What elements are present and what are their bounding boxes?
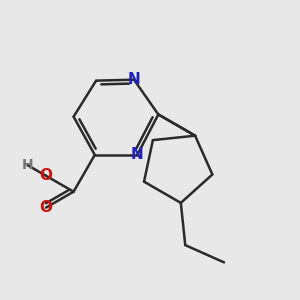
Text: N: N [128,72,140,87]
Text: O: O [40,200,52,215]
Text: O: O [40,168,52,183]
Text: H: H [22,158,33,172]
Text: N: N [131,147,144,162]
